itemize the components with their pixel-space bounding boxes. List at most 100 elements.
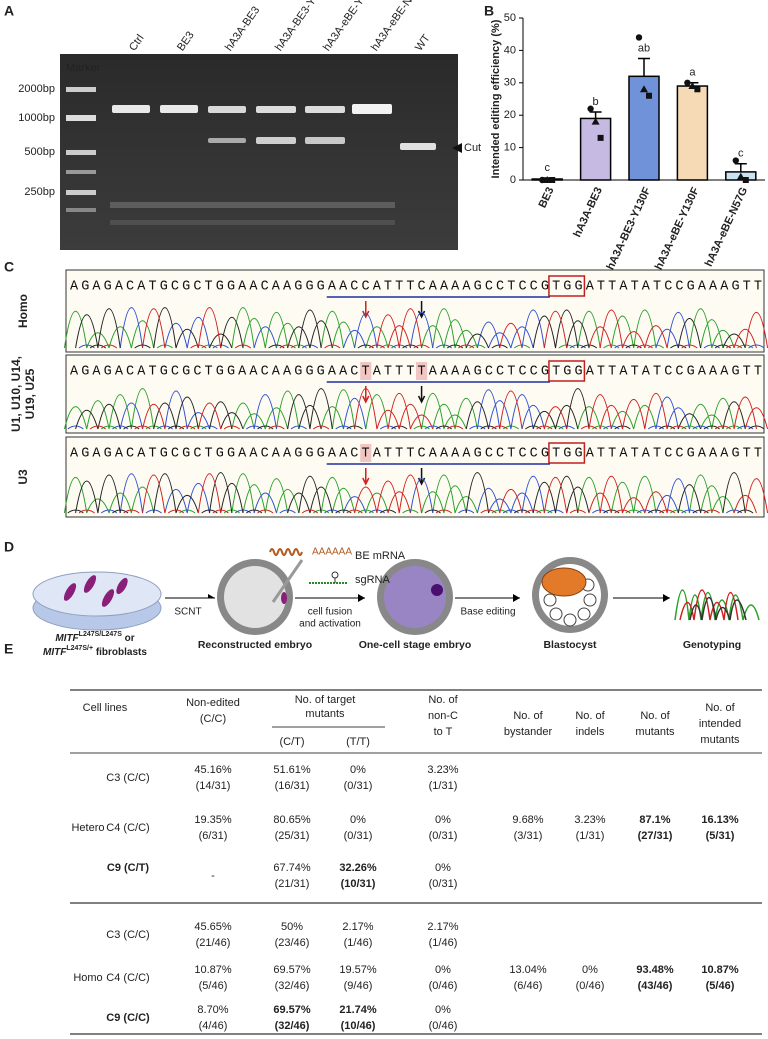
table-text: (0/46) [429,980,458,992]
panel-label: A [4,3,14,19]
table-text: 8.70% [197,1004,228,1016]
group-label: Homo [73,972,102,984]
panel-label: C [4,259,14,275]
table-text: mutants [635,726,675,738]
sequencing-frames [65,269,765,518]
chromatogram-trace [67,472,754,514]
data-point [591,117,600,125]
allele: L247S/L247S [79,631,123,638]
lane-label: BE3 [175,29,197,53]
table-text: 45.16% [194,764,232,776]
table-text: No. of target [295,694,356,706]
cut-label: Cut [464,142,481,154]
table-text: 3.23% [427,764,458,776]
step-label: cell fusion [308,607,352,618]
group-label: Hetero [71,822,104,834]
table-text: 80.65% [273,814,311,826]
table-rules [70,689,762,1035]
table-text: (1/31) [429,780,458,792]
data-point [694,86,701,93]
table-text: (5/31) [706,830,735,842]
chromatogram-trace [75,307,746,349]
table-text: (3/31) [514,830,543,842]
table-text: No. of [575,710,605,722]
stage-label: Blastocyst [543,639,597,651]
table-text: (6/31) [199,830,228,842]
table-text: (10/31) [341,878,376,890]
y-tick-label: 0 [510,174,516,186]
stage-label: One-cell stage embryo [359,639,472,651]
table-text: mutants [700,734,740,746]
table-text: 21.74% [339,1004,377,1016]
table-text: No. of [428,694,458,706]
table-text: 0% [435,862,451,874]
table-text: (5/46) [706,980,735,992]
table-text: (1/46) [344,937,373,949]
table-text: Non-edited [186,697,240,709]
pam-box [548,360,586,382]
table-text: No. of [705,702,735,714]
cell-line: C9 (C/T) [107,862,150,874]
table-text: (10/46) [341,1020,376,1032]
significance-letter: a [689,67,696,79]
table-text: (32/46) [275,1020,310,1032]
y-tick-label: 10 [504,142,516,154]
table-text: (1/31) [576,830,605,842]
edit-arrow [362,468,370,486]
table-text: 9.68% [512,814,543,826]
table-text: (0/46) [429,1020,458,1032]
table-text: 16.13% [701,814,739,826]
x-tick-label: BE3 [537,185,557,209]
data-point [597,134,604,141]
cell-line: C3 (C/C) [106,929,149,941]
data-point [732,157,739,164]
table-text: 10.87% [194,964,232,976]
table-text: 51.61% [273,764,311,776]
x-tick-label: hA3A-BE3 [571,185,605,239]
cell-line: C9 (C/C) [106,1012,150,1024]
bar [628,75,660,181]
table-text: to T [434,726,453,738]
table-text: 19.35% [194,814,232,826]
table-text: (23/46) [275,937,310,949]
table-text: non-C [428,710,458,722]
source-label: MITFL247S/+ fibroblasts [43,645,147,658]
source-text: fibroblasts [93,647,147,658]
table-text: (9/46) [344,980,373,992]
mrna-label: BE mRNA [355,550,406,562]
data-point [684,79,691,87]
chromatogram-trace [78,473,768,514]
table-text: Cell lines [83,702,128,714]
panel-label: E [4,641,13,657]
table-text: 2.17% [342,921,373,933]
y-tick-label: 50 [504,12,516,24]
table-text: 3.23% [574,814,605,826]
sgrna-label: sgRNA [355,574,391,586]
significance-letter: c [738,148,744,160]
table-text: 2.17% [427,921,458,933]
table-text: (0/31) [344,830,373,842]
table-text: (16/31) [275,780,310,792]
table-text: (1/46) [429,937,458,949]
mutation-highlight [360,444,372,462]
cell-line: C4 (C/C) [106,972,149,984]
table-text: (25/31) [275,830,310,842]
table-text: intended [699,718,741,730]
mutation-highlight [416,362,428,380]
size-label: 250bp [24,186,55,198]
mutation-highlight [360,362,372,380]
error-bar [589,111,602,119]
table-text: 32.26% [339,862,377,874]
significance-letter: ab [638,42,650,54]
table-text: 0% [435,814,451,826]
cell-line: C4 (C/C) [106,822,149,834]
size-label: 500bp [24,146,55,158]
table-text: mutants [305,708,345,720]
chromatogram-trace [63,388,743,430]
table-text: 87.1% [639,814,670,826]
y-tick-label: 40 [504,44,516,56]
table-text: 0% [582,964,598,976]
table-text: (43/46) [638,980,673,992]
mrna-polya: AAAAAA [312,547,352,558]
